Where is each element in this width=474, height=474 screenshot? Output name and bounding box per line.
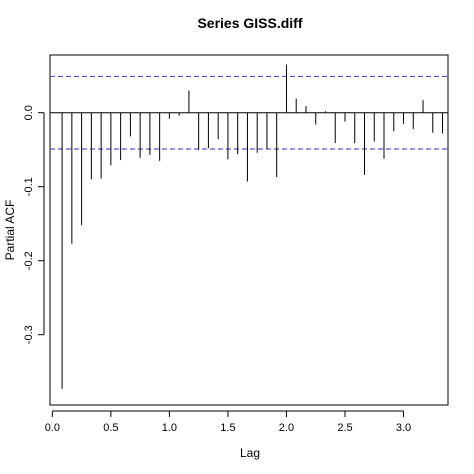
x-tick-label: 3.0: [396, 422, 411, 434]
x-axis-label: Lag: [240, 446, 260, 460]
plot-frame: [49, 54, 449, 406]
x-tick-label: 2.5: [337, 422, 352, 434]
y-tick-label: 0.0: [23, 105, 35, 120]
x-tick-label: 1.0: [162, 422, 177, 434]
y-axis-label: Partial ACF: [3, 200, 17, 261]
y-tick-label: -0.3: [23, 325, 35, 344]
x-tick-label: 2.0: [279, 422, 294, 434]
x-tick-label: 0.5: [103, 422, 118, 434]
x-tick-label: 1.5: [220, 422, 235, 434]
chart-title: Series GISS.diff: [197, 15, 302, 31]
y-tick-label: -0.2: [23, 251, 35, 270]
y-tick-label: -0.1: [23, 177, 35, 196]
x-tick-label: 0.0: [45, 422, 60, 434]
